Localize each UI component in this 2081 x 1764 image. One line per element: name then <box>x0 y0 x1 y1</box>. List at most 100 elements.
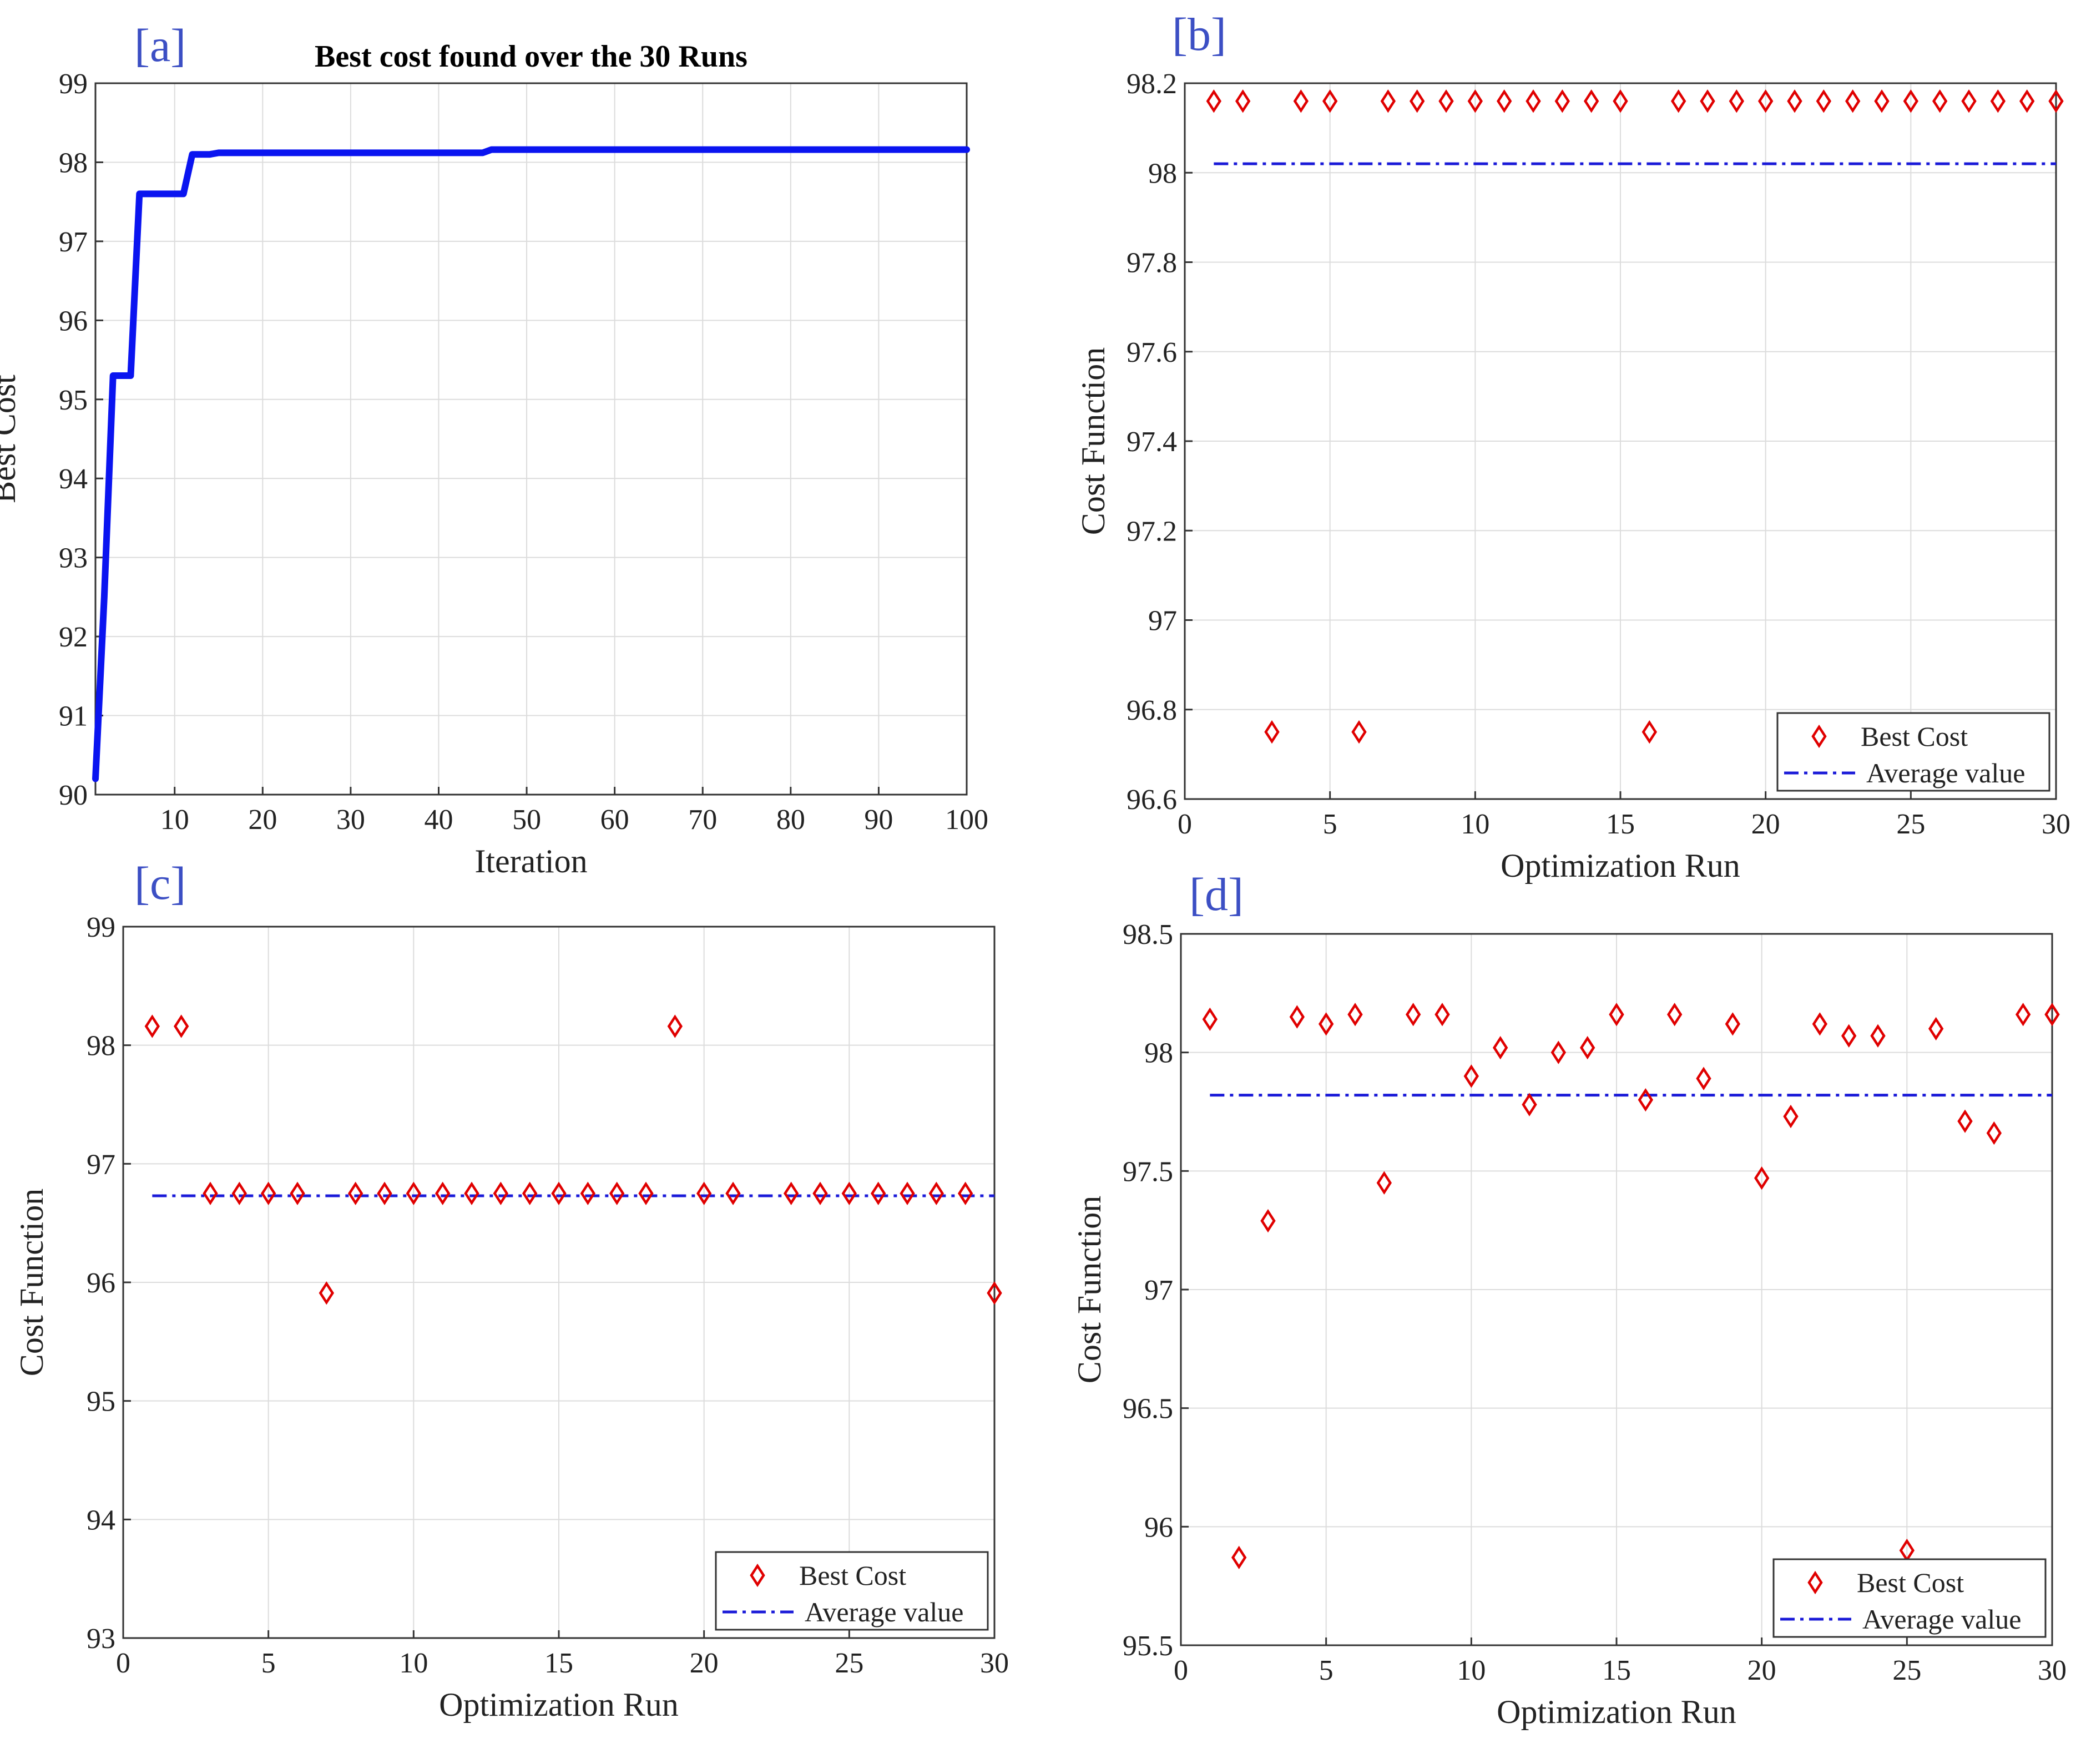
legend-marker-best-cost <box>1807 1570 1823 1595</box>
data-point <box>638 1181 654 1205</box>
data-point <box>1522 1093 1537 1116</box>
x-tick-label: 10 <box>399 1647 428 1679</box>
data-point <box>1787 89 1802 113</box>
x-tick-label: 20 <box>248 804 277 836</box>
x-tick-label: 20 <box>690 1647 719 1679</box>
data-point <box>1526 89 1541 113</box>
data-point <box>1293 89 1309 113</box>
data-point <box>377 1181 392 1205</box>
data-point <box>551 1181 567 1205</box>
data-point <box>173 1014 189 1038</box>
data-point <box>1351 720 1367 744</box>
y-tick-label: 96.6 <box>1127 784 1177 816</box>
y-tick-label: 97.6 <box>1127 337 1177 368</box>
data-point <box>1435 1003 1450 1027</box>
data-point <box>1700 89 1715 113</box>
y-tick-label: 92 <box>59 621 88 653</box>
data-point <box>1696 1067 1711 1090</box>
x-tick-label: 10 <box>1457 1655 1486 1686</box>
data-point <box>406 1181 422 1205</box>
data-point <box>1932 89 1948 113</box>
data-point <box>725 1181 741 1205</box>
data-point <box>1554 89 1570 113</box>
data-point <box>1783 1104 1799 1129</box>
data-point <box>1405 1003 1421 1027</box>
y-tick-label: 96.8 <box>1127 695 1177 726</box>
x-tick-label: 5 <box>1319 1655 1334 1686</box>
data-point <box>900 1181 915 1205</box>
x-tick-label: 50 <box>512 804 541 836</box>
chart-title: Best cost found over the 30 Runs <box>315 39 747 74</box>
data-point <box>1638 1088 1654 1112</box>
data-point <box>1583 89 1599 113</box>
data-point <box>1757 89 1774 113</box>
data-point <box>1550 1040 1567 1064</box>
data-point <box>435 1181 451 1205</box>
x-tick-label: 90 <box>864 804 893 836</box>
data-point <box>1609 1003 1624 1027</box>
y-tick-label: 97.4 <box>1127 426 1177 458</box>
data-point <box>522 1181 538 1205</box>
y-tick-label: 90 <box>59 780 88 811</box>
data-point <box>319 1281 335 1305</box>
legend-label-best-cost: Best Cost <box>1857 1567 1964 1598</box>
x-tick-label: 30 <box>980 1647 1009 1679</box>
data-point <box>1492 1035 1508 1060</box>
data-point <box>870 1181 886 1205</box>
panel-label: [b] <box>1172 9 1226 60</box>
data-point <box>609 1181 625 1205</box>
y-tick-label: 96 <box>59 305 88 337</box>
x-axis-label: Iteration <box>474 843 587 880</box>
legend-marker-best-cost <box>750 1563 765 1588</box>
x-tick-label: 30 <box>2038 1655 2067 1686</box>
data-point <box>1670 89 1686 113</box>
data-point <box>1903 89 1919 113</box>
y-tick-label: 97 <box>87 1149 115 1180</box>
data-point <box>1812 1012 1828 1036</box>
data-point <box>1725 1012 1741 1036</box>
data-point <box>812 1181 828 1205</box>
y-tick-label: 99 <box>87 912 115 943</box>
y-tick-label: 91 <box>59 701 88 732</box>
data-point <box>1206 89 1222 113</box>
plot-frame <box>94 82 968 796</box>
data-point <box>493 1181 509 1205</box>
legend-label-average: Average value <box>805 1596 963 1627</box>
y-tick-label: 96 <box>87 1267 115 1299</box>
data-point <box>1986 1121 2002 1145</box>
data-point <box>1235 89 1251 113</box>
data-point <box>696 1181 712 1205</box>
y-tick-label: 97 <box>59 226 88 258</box>
legend-label-average: Average value <box>1862 1604 2021 1635</box>
data-point <box>260 1181 276 1205</box>
panel-label: [d] <box>1189 869 1244 921</box>
data-point <box>203 1181 218 1205</box>
data-point <box>1666 1003 1683 1027</box>
data-point <box>1289 1005 1305 1029</box>
x-tick-label: 20 <box>1747 1655 1776 1686</box>
legend: Best Cost Average value <box>715 1551 989 1631</box>
data-point <box>1376 1171 1392 1195</box>
y-axis-label: Cost Function <box>1071 1196 1108 1383</box>
x-tick-label: 15 <box>1606 808 1635 840</box>
data-point <box>2048 89 2064 113</box>
chart-panel-d: 0 5 10 15 20 25 30 95.5 96 96.5 97 97.5 98 98.5 Optimi… <box>1071 869 2067 1730</box>
legend-box <box>1772 1558 2047 1638</box>
legend: Best Cost Average value <box>1772 1558 2047 1638</box>
data-point <box>1318 1012 1334 1036</box>
data-point <box>1438 89 1454 113</box>
plot-area <box>94 82 968 796</box>
data-point <box>1641 720 1658 744</box>
y-tick-label: 96.5 <box>1123 1393 1173 1425</box>
data-point <box>2019 89 2035 113</box>
legend-box <box>1776 712 2050 792</box>
data-point <box>1754 1166 1770 1190</box>
y-tick-label: 97.5 <box>1123 1156 1173 1187</box>
data-point <box>1322 89 1338 113</box>
x-axis-label: Optimization Run <box>439 1686 679 1723</box>
legend-label-best-cost: Best Cost <box>1861 721 1968 752</box>
x-tick-label: 0 <box>1174 1655 1188 1686</box>
y-tick-label: 95 <box>59 385 88 416</box>
data-point <box>1874 89 1890 113</box>
